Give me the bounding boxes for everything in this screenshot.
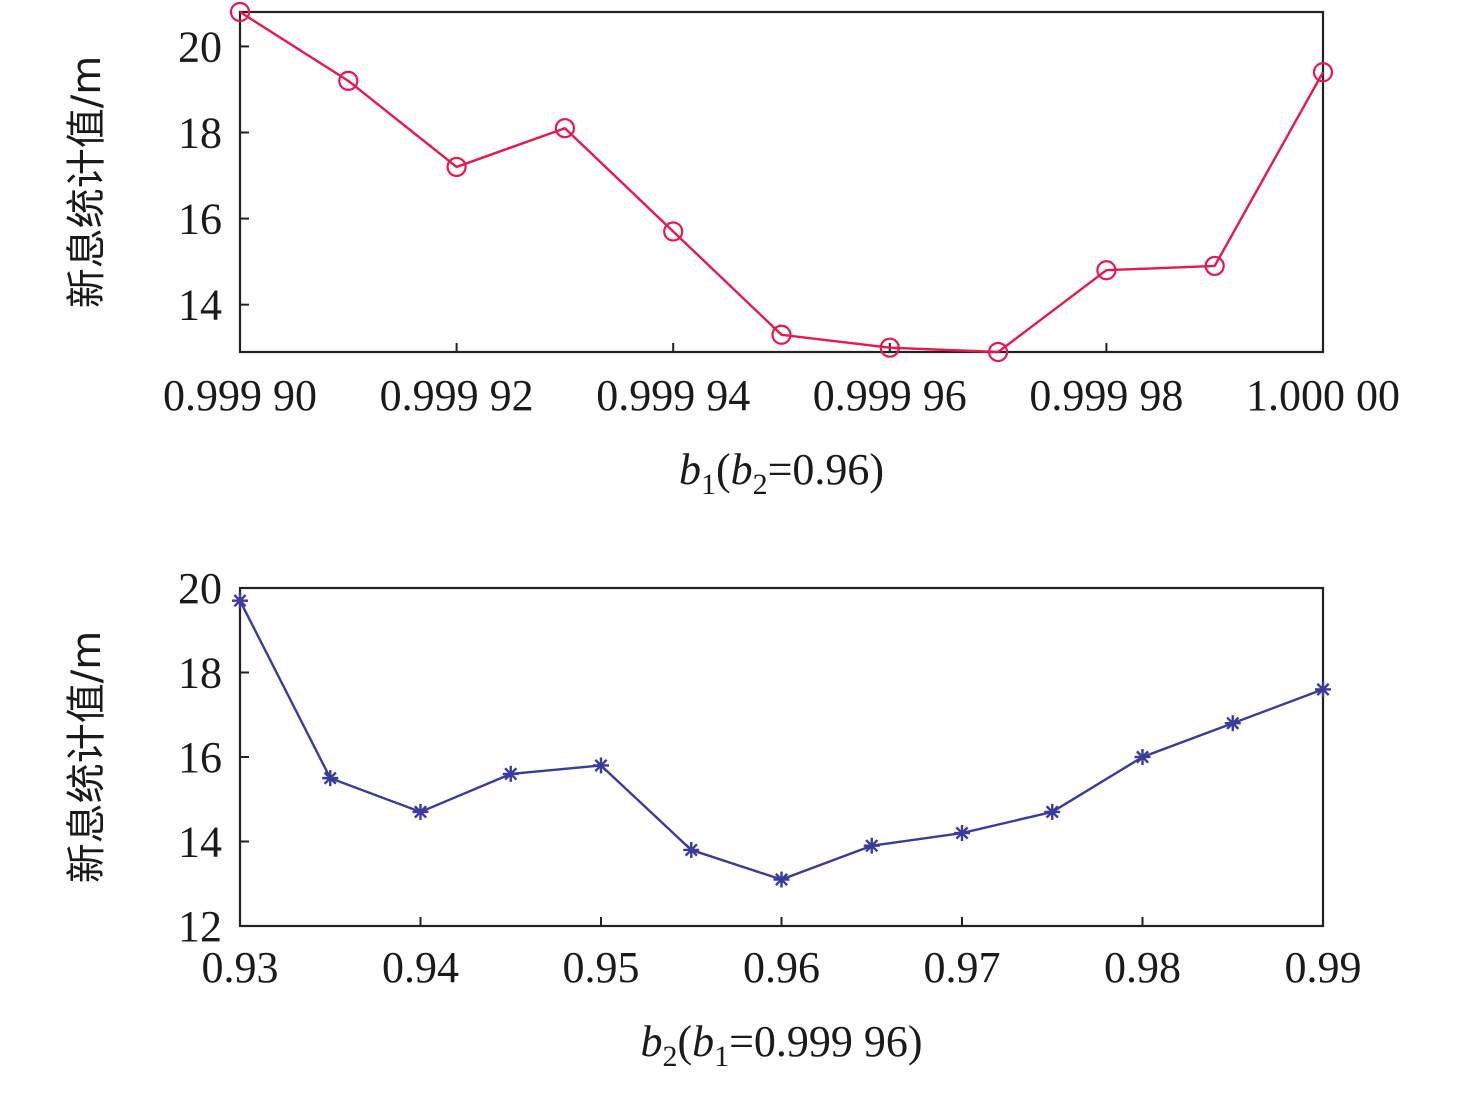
x-axis-title: b2(b1=0.999 96) <box>640 1017 922 1073</box>
x-tick-label: 0.99 <box>1285 943 1362 992</box>
data-point <box>338 70 359 91</box>
x-axis-title-part: b <box>731 445 753 494</box>
x-tick-label: 0.999 90 <box>163 371 317 420</box>
series-line <box>239 10 1325 354</box>
x-tick-label: 0.95 <box>563 943 640 992</box>
y-tick-label: 18 <box>178 109 222 158</box>
x-tick-label: 0.94 <box>382 943 459 992</box>
data-point <box>412 803 429 820</box>
data-point <box>1224 715 1241 732</box>
y-tick-label: 14 <box>178 818 222 867</box>
x-tick-label: 0.93 <box>202 943 279 992</box>
x-axis-title-part: ( <box>677 1017 692 1066</box>
data-point <box>322 770 339 787</box>
x-tick-label: 0.999 98 <box>1029 371 1183 420</box>
data-point <box>554 118 576 139</box>
data-point <box>771 324 792 345</box>
x-axis-title-part: =0.999 96) <box>729 1017 922 1066</box>
chart-top: 0.999 90 0.999 92 0.999 94 0.999 96 0.999 98… <box>64 1 1400 501</box>
data-point <box>1044 803 1061 820</box>
data-point <box>987 341 1009 363</box>
data-point <box>229 1 251 23</box>
data-point <box>1134 749 1151 765</box>
x-axis-title-part: ( <box>716 445 731 494</box>
data-point <box>1315 681 1331 698</box>
x-axis-title: b1(b2=0.96) <box>679 445 884 501</box>
x-axis-title-part: 1 <box>701 468 716 501</box>
x-axis-title-part: =0.96) <box>768 445 884 494</box>
x-tick-label: 1.000 00 <box>1246 371 1400 420</box>
x-axis-title-part: 2 <box>753 468 768 501</box>
x-tick-label: 0.96 <box>743 943 820 992</box>
data-point <box>773 871 790 888</box>
data-point <box>954 825 970 842</box>
y-tick-label: 20 <box>178 22 222 71</box>
data-point <box>1312 62 1334 83</box>
x-axis-title-part: 2 <box>662 1040 677 1073</box>
x-tick-label: 0.999 92 <box>380 371 534 420</box>
x-tick-label: 0.98 <box>1104 943 1181 992</box>
data-point <box>446 156 467 178</box>
series-line <box>238 600 1324 881</box>
data-point <box>879 337 900 358</box>
y-tick-label: 16 <box>178 733 222 782</box>
x-axis-title-part: b <box>692 1017 714 1066</box>
y-tick-label: 14 <box>178 281 222 330</box>
x-tick-label: 0.999 96 <box>813 371 967 420</box>
x-axis-title-part: b <box>640 1017 662 1066</box>
data-point <box>593 757 609 774</box>
x-axis-title-part: b <box>679 445 701 494</box>
x-tick-label: 0.97 <box>924 943 1001 992</box>
x-tick-label: 0.999 94 <box>596 371 750 420</box>
plot-frame <box>238 10 1325 354</box>
y-axis-title: 新息统计值/m <box>64 631 110 883</box>
data-point <box>1204 255 1225 277</box>
y-tick-label: 12 <box>178 902 222 951</box>
chart-bottom: 0.93 0.94 0.95 0.96 0.97 0.98 0.991214161820新息… <box>64 564 1362 1073</box>
data-point <box>232 592 248 609</box>
data-point <box>683 841 700 858</box>
data-point <box>1096 260 1117 281</box>
data-point <box>863 837 880 854</box>
y-tick-label: 18 <box>178 649 222 698</box>
x-axis-title-part: 1 <box>714 1040 729 1073</box>
data-point <box>502 765 519 782</box>
y-tick-label: 16 <box>178 195 222 244</box>
y-tick-label: 20 <box>178 564 222 613</box>
data-point <box>663 221 684 242</box>
y-axis-title: 新息统计值/m <box>64 56 110 308</box>
